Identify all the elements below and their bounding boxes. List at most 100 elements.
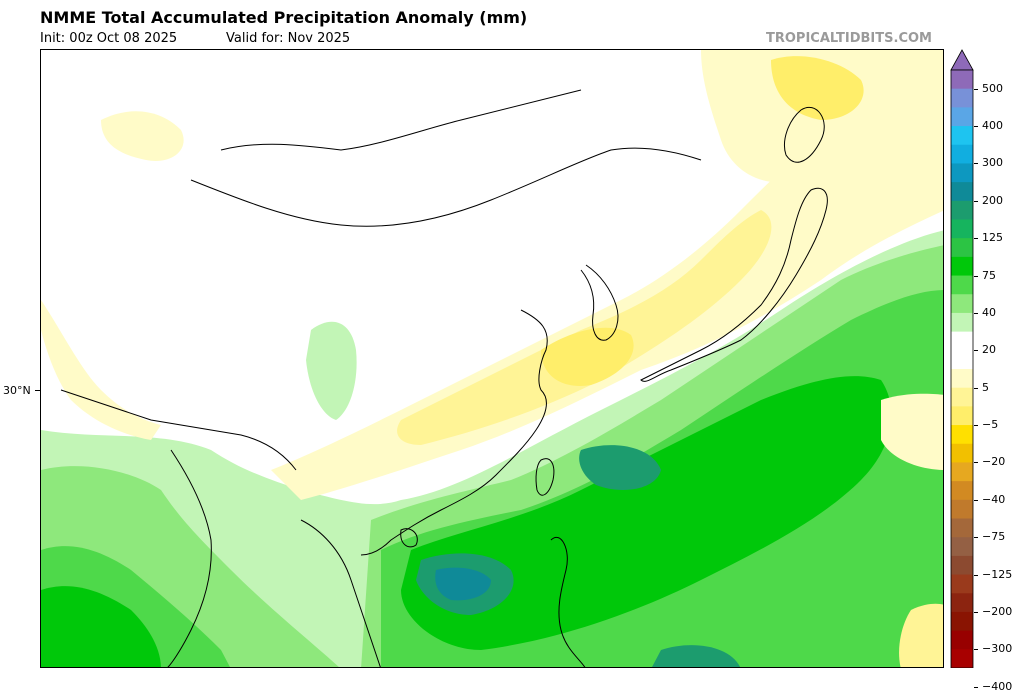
- anomaly-field: [41, 50, 943, 667]
- anomaly-shade-yellow-nw: [101, 111, 184, 161]
- colorbar-label: −5: [982, 418, 999, 432]
- border-china-north: [190, 147, 702, 227]
- colorbar-label: −300: [982, 642, 1013, 656]
- colorbar-tick: [974, 88, 978, 90]
- latitude-tick: [35, 390, 40, 391]
- anomaly-shade-yellow: [397, 210, 772, 445]
- anomaly-shade-yellow-deep: [541, 327, 634, 386]
- colorbar-cell: [951, 275, 973, 295]
- colorbar-cell: [951, 481, 973, 501]
- border-himalaya: [60, 389, 297, 471]
- colorbar-label: 200: [982, 193, 1003, 207]
- colorbar-cell: [951, 163, 973, 183]
- anomaly-shade-teal-deep: [435, 567, 491, 601]
- coastline-taiwan: [535, 458, 555, 496]
- colorbar-cell: [951, 331, 973, 351]
- colorbar-border: [950, 69, 974, 668]
- colorbar-tick: [974, 537, 978, 539]
- latitude-label: 30°N: [3, 384, 31, 397]
- colorbar-cell: [951, 294, 973, 314]
- colorbar-cell: [951, 350, 973, 370]
- colorbar-cell: [951, 555, 973, 576]
- anomaly-shade-yellow-east: [881, 393, 943, 470]
- colorbar-tick: [974, 200, 978, 202]
- colorbar-cell: [951, 200, 973, 220]
- coastlines: [60, 89, 828, 667]
- colorbar-label: −400: [982, 679, 1013, 693]
- init-time: Init: 00z Oct 08 2025: [40, 31, 178, 46]
- colorbar-tick: [974, 462, 978, 464]
- colorbar-tick: [974, 425, 978, 427]
- colorbar-cell: [951, 593, 973, 613]
- colorbar-cell: [951, 238, 973, 258]
- colorbar-cells: [950, 49, 974, 668]
- coastline-japan-honshu: [640, 187, 828, 382]
- colorbar-extend-arrow: [950, 49, 974, 71]
- colorbar-cell: [951, 425, 973, 445]
- colorbar-label: −75: [982, 530, 1006, 544]
- colorbar-tick: [974, 387, 978, 389]
- map-title: NMME Total Accumulated Precipitation Ano…: [40, 8, 528, 27]
- colorbar-cell: [951, 126, 973, 146]
- precipitation-map: [41, 50, 943, 667]
- colorbar-cell: [951, 537, 973, 557]
- colorbar-label: −20: [982, 455, 1006, 469]
- colorbar-label: −40: [982, 492, 1006, 506]
- colorbar-cell: [951, 312, 973, 333]
- colorbar-cell: [951, 462, 973, 482]
- anomaly-shade-yellow-se: [899, 603, 943, 667]
- colorbar-tick: [974, 126, 978, 128]
- colorbar-tick: [974, 611, 978, 613]
- border-india-east: [167, 449, 212, 667]
- colorbar-tick: [974, 574, 978, 576]
- anomaly-shade-yellow-west: [41, 300, 161, 440]
- colorbar-cell: [951, 88, 973, 108]
- colorbar-label: 20: [982, 343, 996, 357]
- colorbar-cell: [951, 518, 973, 538]
- colorbar-label: 300: [982, 156, 1003, 170]
- coastline-hainan: [400, 528, 418, 548]
- anomaly-shade-green-dark-west: [41, 586, 161, 667]
- brand-watermark: TROPICALTIDBITS.COM: [766, 31, 932, 46]
- anomaly-shade-green-dark: [401, 376, 892, 650]
- colorbar-label: 500: [982, 81, 1003, 95]
- colorbar-cell: [951, 369, 973, 389]
- colorbar-cell: [951, 630, 973, 650]
- colorbar-label: 75: [982, 268, 996, 282]
- coastline-philippines: [550, 537, 586, 667]
- colorbar-label: 125: [982, 231, 1003, 245]
- colorbar-cell: [951, 406, 973, 426]
- colorbar-cell: [951, 219, 973, 239]
- colorbar-cell: [951, 574, 973, 594]
- anomaly-shade-teal-3: [652, 645, 740, 667]
- colorbar-tick: [974, 312, 978, 314]
- colorbar-cell: [951, 499, 973, 519]
- colorbar-tick: [974, 238, 978, 240]
- colorbar-tick: [974, 499, 978, 501]
- colorbar-tick: [974, 350, 978, 352]
- valid-time: Valid for: Nov 2025: [226, 31, 351, 46]
- colorbar-cell: [951, 70, 973, 90]
- map-panel: [40, 49, 944, 668]
- coastline-china-east: [360, 309, 548, 556]
- colorbar-label: 40: [982, 305, 996, 319]
- coastline-korea: [580, 264, 619, 341]
- anomaly-shade-teal-2: [579, 445, 661, 490]
- colorbar-label: 400: [982, 119, 1003, 133]
- colorbar-tick: [974, 649, 978, 651]
- colorbar-tick: [974, 686, 978, 688]
- colorbar-cell: [951, 649, 973, 668]
- colorbar-cell: [951, 256, 973, 277]
- border-mongolia: [220, 89, 582, 151]
- colorbar: [950, 49, 974, 668]
- colorbar-cell: [951, 144, 973, 164]
- coastline-indochina: [300, 519, 381, 667]
- coastline-japan-hokkaido: [784, 106, 825, 163]
- colorbar-cell: [951, 611, 973, 632]
- colorbar-cell: [951, 443, 973, 463]
- colorbar-label: 5: [982, 380, 989, 394]
- colorbar-tick: [974, 163, 978, 165]
- colorbar-label: −125: [982, 567, 1013, 581]
- anomaly-shade-green-interior: [306, 321, 357, 420]
- colorbar-label: −200: [982, 604, 1013, 618]
